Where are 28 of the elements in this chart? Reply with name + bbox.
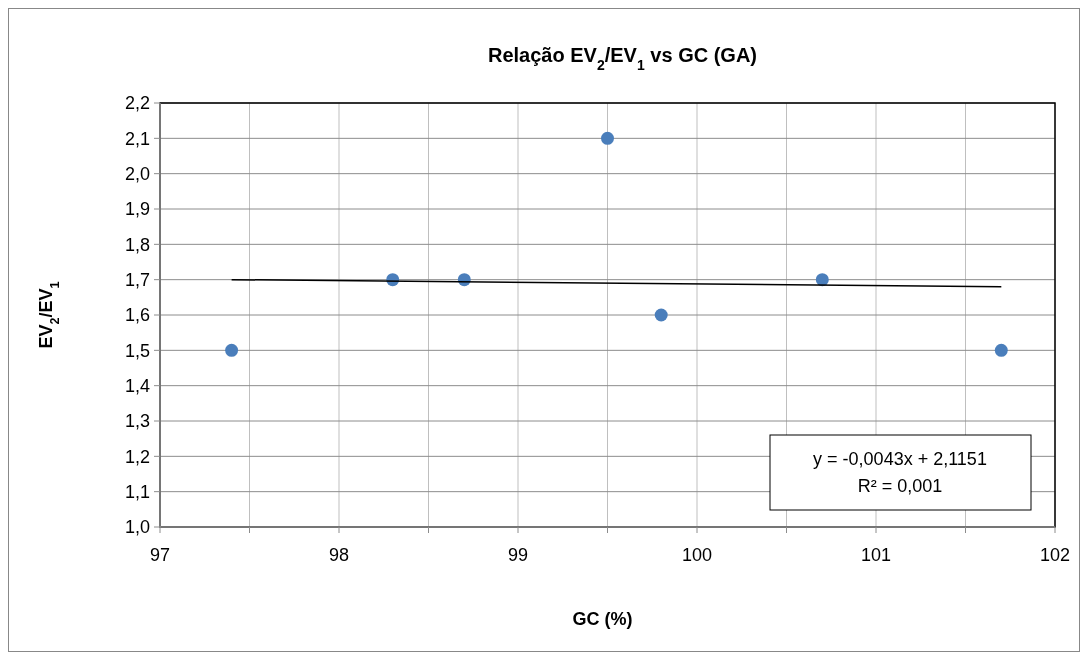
chart-title: Relação EV$_{2}$/EV$_{1}$ vs GC (GA) — [487, 44, 758, 73]
x-axis-title: GC (%) — [572, 609, 633, 629]
point — [654, 308, 668, 322]
x-tick-label: 101 — [860, 545, 892, 565]
y-tick-label: 1,4 — [124, 375, 150, 396]
x-tick-label: 97 — [149, 545, 171, 565]
y-tick-label: 1,7 — [124, 269, 150, 290]
y-tick-label: 1,0 — [124, 517, 150, 538]
point — [225, 343, 239, 357]
point — [994, 343, 1008, 357]
annotation: y = -0,0043x + 2,1151 — [813, 449, 987, 469]
y-tick-label: 1,1 — [124, 481, 150, 502]
x-tick-label: 100 — [681, 545, 713, 565]
y-tick-label: 1,2 — [124, 446, 150, 467]
x-tick-label: 98 — [328, 545, 350, 565]
annotation: R² = 0,001 — [857, 476, 943, 496]
y-tick-label: 1,8 — [124, 234, 150, 255]
y-tick-label: 1,6 — [124, 305, 150, 326]
y-tick-label: 1,5 — [124, 340, 150, 361]
y-tick-label: 2,1 — [124, 128, 150, 149]
y-tick-label: 2,2 — [124, 93, 150, 114]
x-tick-label: 102 — [1039, 545, 1071, 565]
y-tick-label: 1,9 — [124, 199, 150, 220]
y-tick-label: 2,0 — [124, 163, 150, 184]
equation-text-box: y = -0,0043x + 2,1151 R² = 0,001 — [769, 434, 1032, 511]
x-tick-label: 99 — [507, 545, 529, 565]
y-tick-label: 1,3 — [124, 411, 150, 432]
point — [601, 131, 614, 145]
